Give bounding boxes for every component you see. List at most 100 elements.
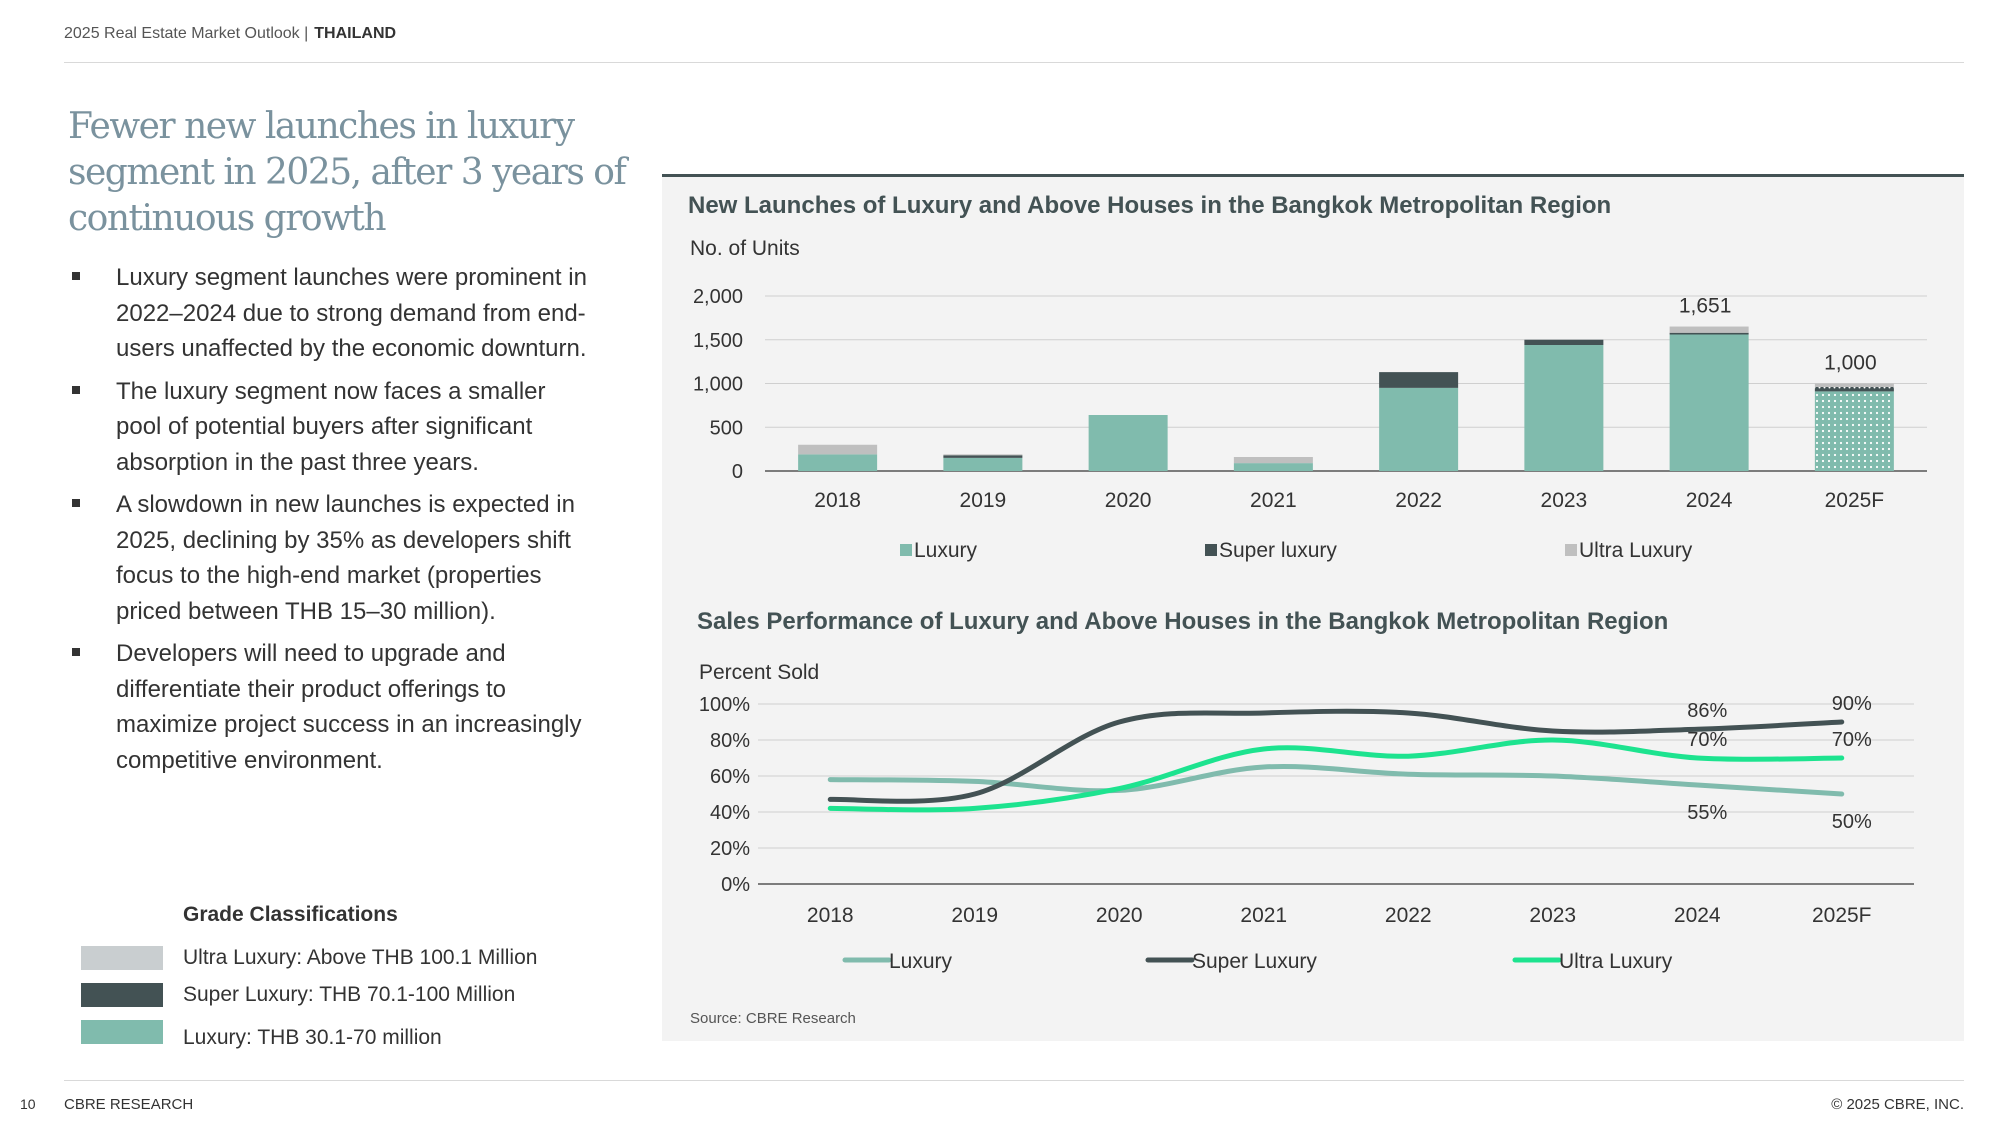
x-tick-label: 2020 [1096, 904, 1143, 927]
bullet-item: Developers will need to upgrade and diff… [68, 636, 588, 778]
footer-brand: CBRE RESEARCH [64, 1096, 194, 1113]
bar-segment-super-luxury [1814, 387, 1894, 392]
legend-swatch [1205, 544, 1217, 556]
y-tick-label: 0% [721, 874, 750, 896]
legend-label: Ultra Luxury [1579, 539, 1693, 562]
bullet-text: The luxury segment now faces a smaller p… [116, 377, 546, 476]
bullet-icon [72, 385, 80, 394]
data-label: 86% [1687, 700, 1727, 722]
launches-bar-chart: No. of Units 0 500 1,000 1,500 2,000 2018 2019 2… [690, 237, 1927, 562]
bullet-text: A slowdown in new launches is expected i… [116, 491, 575, 625]
bar-segment-super-luxury [1669, 332, 1749, 335]
bullet-item: Luxury segment launches were prominent i… [68, 260, 588, 367]
page-number: 10 [20, 1096, 36, 1112]
source-note: Source: CBRE Research [690, 1010, 856, 1027]
bar-segment-luxury [1524, 345, 1604, 471]
bar-segment-luxury [943, 457, 1023, 471]
legend-label: Ultra Luxury [1559, 950, 1673, 973]
bullet-icon [72, 648, 80, 656]
bullet-icon [72, 272, 80, 280]
x-tick-label: 2024 [1674, 904, 1721, 927]
x-tick-label: 2018 [807, 904, 854, 927]
series-line-ultra-luxury [827, 737, 1845, 813]
report-name: 2025 Real Estate Market Outlook | [64, 25, 309, 42]
y-tick-label: 60% [710, 766, 750, 788]
x-tick-label: 2025F [1812, 904, 1872, 927]
grade-classifications-title: Grade Classifications [183, 903, 398, 926]
page-title: Fewer new launches in luxury segment in … [68, 106, 627, 239]
grade-label: Ultra Luxury: Above THB 100.1 Million [183, 946, 538, 969]
sales-line-chart: Percent Sold 0% 20% 40% 60% 80% 100% 2018 2019 20… [699, 661, 1914, 973]
bullet-item: The luxury segment now faces a smaller p… [68, 374, 588, 481]
x-tick-label: 2024 [1686, 489, 1733, 512]
y-tick-label: 2,000 [693, 286, 743, 308]
x-tick-label: 2020 [1105, 489, 1152, 512]
grade-swatch [81, 1020, 163, 1044]
bar-segment-super-luxury [1379, 372, 1459, 388]
legend-label: Super Luxury [1192, 950, 1317, 973]
series-line-super-luxury [827, 708, 1845, 804]
bullet-text: Luxury segment launches were prominent i… [116, 264, 587, 362]
x-tick-label: 2023 [1529, 904, 1576, 927]
bar-segment-super-luxury [943, 455, 1023, 458]
x-tick-label: 2022 [1385, 904, 1432, 927]
y-tick-label: 40% [710, 802, 750, 824]
x-tick-label: 2023 [1541, 489, 1588, 512]
x-tick-label: 2018 [814, 489, 861, 512]
legend-label: Super luxury [1219, 539, 1337, 562]
y-tick-label: 500 [710, 417, 743, 439]
data-label: 50% [1832, 811, 1872, 833]
bar-segment-super-luxury [1524, 339, 1604, 345]
data-label: 90% [1832, 693, 1872, 715]
y-tick-label: 20% [710, 838, 750, 860]
bar-segment-luxury [1814, 391, 1894, 471]
y-axis-title: No. of Units [690, 237, 800, 260]
grade-swatch [81, 983, 163, 1007]
bullet-icon [72, 499, 80, 507]
bar-segment-ultra-luxury [1233, 457, 1313, 464]
grade-label: Luxury: THB 30.1-70 million [183, 1026, 442, 1049]
grade-label: Super Luxury: THB 70.1-100 Million [183, 983, 516, 1006]
series-line-luxury [827, 763, 1845, 797]
data-label: 55% [1687, 802, 1727, 824]
bar-segment-ultra-luxury [1669, 326, 1749, 333]
bullet-item: A slowdown in new launches is expected i… [68, 487, 588, 629]
bar-segment-luxury [1088, 415, 1168, 471]
data-label: 1,651 [1679, 295, 1732, 318]
x-tick-label: 2021 [1240, 904, 1287, 927]
legend-label: Luxury [914, 539, 978, 562]
y-axis-title: Percent Sold [699, 661, 819, 684]
x-tick-label: 2019 [951, 904, 998, 927]
footer-divider [64, 1080, 1964, 1081]
sales-chart-title: Sales Performance of Luxury and Above Ho… [697, 608, 1669, 635]
legend-swatch [900, 544, 912, 556]
data-label: 70% [1687, 729, 1727, 751]
bullet-text: Developers will need to upgrade and diff… [116, 640, 582, 774]
bar-segment-luxury [798, 454, 878, 471]
y-tick-label: 1,000 [693, 374, 743, 396]
launches-chart-title: New Launches of Luxury and Above Houses … [688, 192, 1612, 219]
bar-segment-ultra-luxury [943, 454, 1023, 456]
bar-segment-luxury [1669, 334, 1749, 471]
bullet-list: Luxury segment launches were prominent i… [68, 260, 588, 785]
footer-copyright: © 2025 CBRE, INC. [1831, 1096, 1964, 1113]
x-tick-label: 2022 [1395, 489, 1442, 512]
x-tick-label: 2021 [1250, 489, 1297, 512]
y-tick-label: 0 [732, 461, 743, 483]
y-tick-label: 1,500 [693, 330, 743, 352]
legend-swatch [1565, 544, 1577, 556]
y-tick-label: 100% [699, 694, 750, 716]
x-tick-label: 2025F [1825, 489, 1885, 512]
header-divider [64, 62, 1964, 63]
bar-segment-ultra-luxury [1814, 383, 1894, 387]
legend-label: Luxury [889, 950, 953, 973]
chart-panel [662, 174, 1964, 1041]
bar-segment-luxury [1379, 387, 1459, 471]
y-tick-label: 80% [710, 730, 750, 752]
bar-segment-luxury [1233, 463, 1313, 471]
country-label: THAILAND [314, 25, 397, 42]
data-label: 70% [1832, 729, 1872, 751]
x-tick-label: 2019 [960, 489, 1007, 512]
data-label: 1,000 [1824, 352, 1877, 375]
bar-segment-ultra-luxury [798, 444, 878, 455]
